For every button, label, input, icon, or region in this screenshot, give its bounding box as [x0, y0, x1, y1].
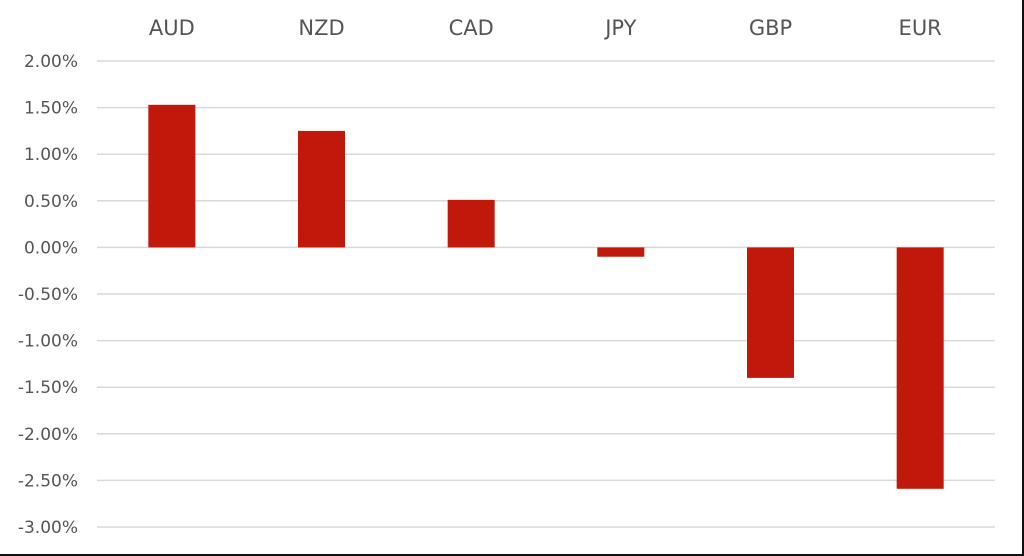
- category-label-aud: AUD: [149, 16, 195, 40]
- bar-nzd: [298, 130, 345, 248]
- category-label-nzd: NZD: [298, 16, 344, 40]
- gridlines: [97, 60, 995, 528]
- y-tick-label: 0.50%: [24, 192, 78, 212]
- bar-gbp: [747, 247, 794, 378]
- y-tick-label: 1.00%: [24, 145, 78, 165]
- y-axis-labels: 2.00% 1.50% 1.00% 0.50% 0.00% -0.50% -1.00% -1.…: [18, 52, 78, 538]
- category-label-jpy: JPY: [603, 16, 636, 40]
- y-tick-label: -3.00%: [18, 518, 78, 538]
- y-tick-label: -2.00%: [18, 425, 78, 445]
- y-tick-label: 0.00%: [24, 238, 78, 258]
- y-tick-label: -2.50%: [18, 471, 78, 491]
- bar-cad: [447, 199, 495, 248]
- frame-border-right: [1022, 0, 1024, 556]
- bars: [148, 104, 944, 489]
- category-label-gbp: GBP: [749, 16, 792, 40]
- bar-jpy: [597, 247, 645, 257]
- bar-aud: [148, 104, 196, 248]
- y-tick-label: -1.50%: [18, 378, 78, 398]
- y-tick-label: 2.00%: [24, 52, 78, 72]
- y-tick-label: -1.00%: [18, 332, 78, 352]
- category-labels: AUD NZD CAD JPY GBP EUR: [149, 16, 942, 40]
- y-tick-label: -0.50%: [18, 285, 78, 305]
- bar-eur: [896, 247, 944, 489]
- category-label-eur: EUR: [899, 16, 942, 40]
- category-label-cad: CAD: [449, 16, 494, 40]
- frame-border-bottom: [0, 554, 1024, 556]
- y-tick-label: 1.50%: [24, 99, 78, 119]
